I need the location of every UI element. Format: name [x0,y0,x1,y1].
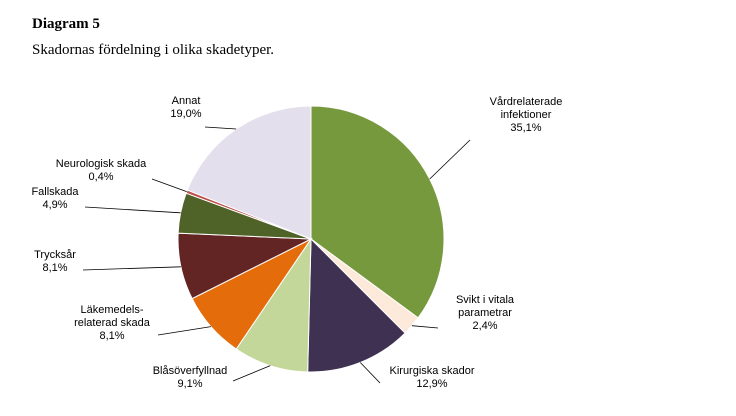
leader-line-5 [157,326,212,336]
leader-line-8 [151,178,187,192]
leader-line-6 [82,266,181,271]
chart-title: Diagram 5 [32,16,100,32]
slice-label-9: Annat 19,0% [170,95,201,120]
slice-label-8: Neurologisk skada 0,4% [56,158,147,183]
slice-label-3: Kirurgiska skador 12,9% [390,365,475,390]
slice-label-7: Fallskada 4,9% [31,186,79,211]
leader-line-4 [232,365,271,382]
pie-slice-1 [310,105,445,319]
chart-subtitle: Skadornas fördelning i olika skadetyper. [32,42,275,58]
leader-line-7 [84,206,181,214]
leader-line-9 [204,126,237,130]
leader-line-1 [429,139,471,180]
pie-slice-9 [186,105,312,240]
slice-label-6: Trycksår 8,1% [34,249,76,274]
leader-line-2 [411,325,439,329]
leader-line-3 [360,362,381,384]
slice-label-5: Läkemedels-relaterad skada 8,1% [74,304,151,342]
slice-label-1: Vårdrelaterade infektioner 35,1% [490,96,563,134]
slice-label-2: Svikt i vitala parametrar 2,4% [456,294,515,332]
slice-label-4: Blåsöverfyllnad 9,1% [153,365,228,390]
